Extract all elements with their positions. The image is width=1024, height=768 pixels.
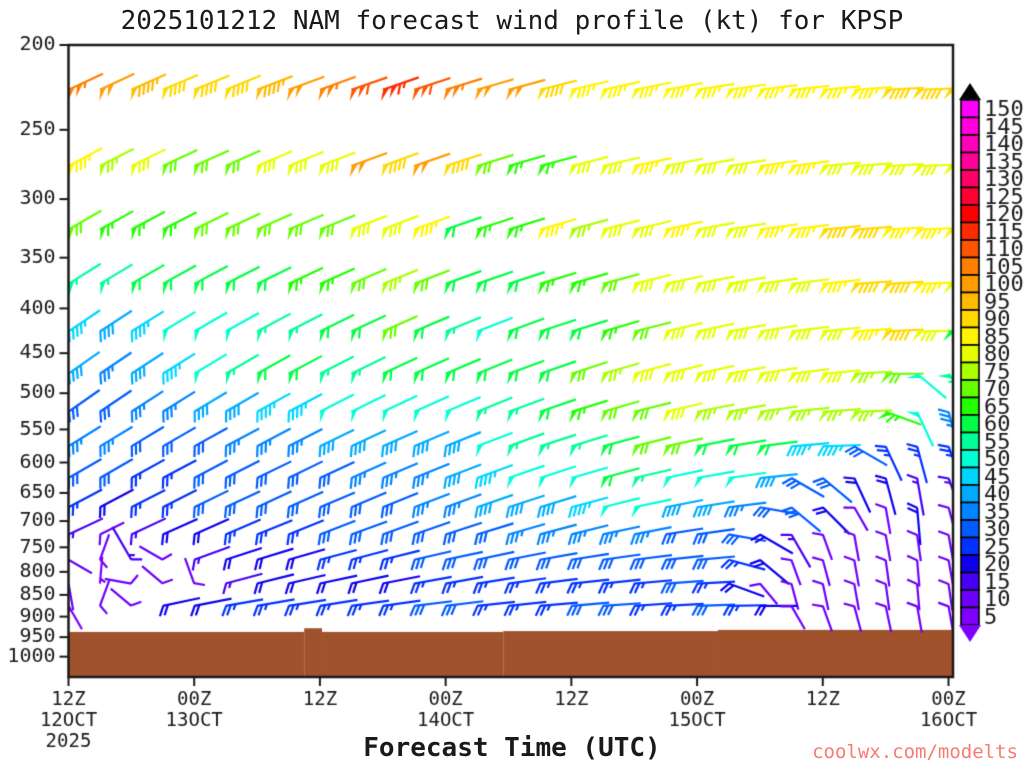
watermark-link[interactable]: coolwx.com/modelts xyxy=(812,741,1018,763)
x-axis-title: Forecast Time (UTC) xyxy=(363,733,661,763)
